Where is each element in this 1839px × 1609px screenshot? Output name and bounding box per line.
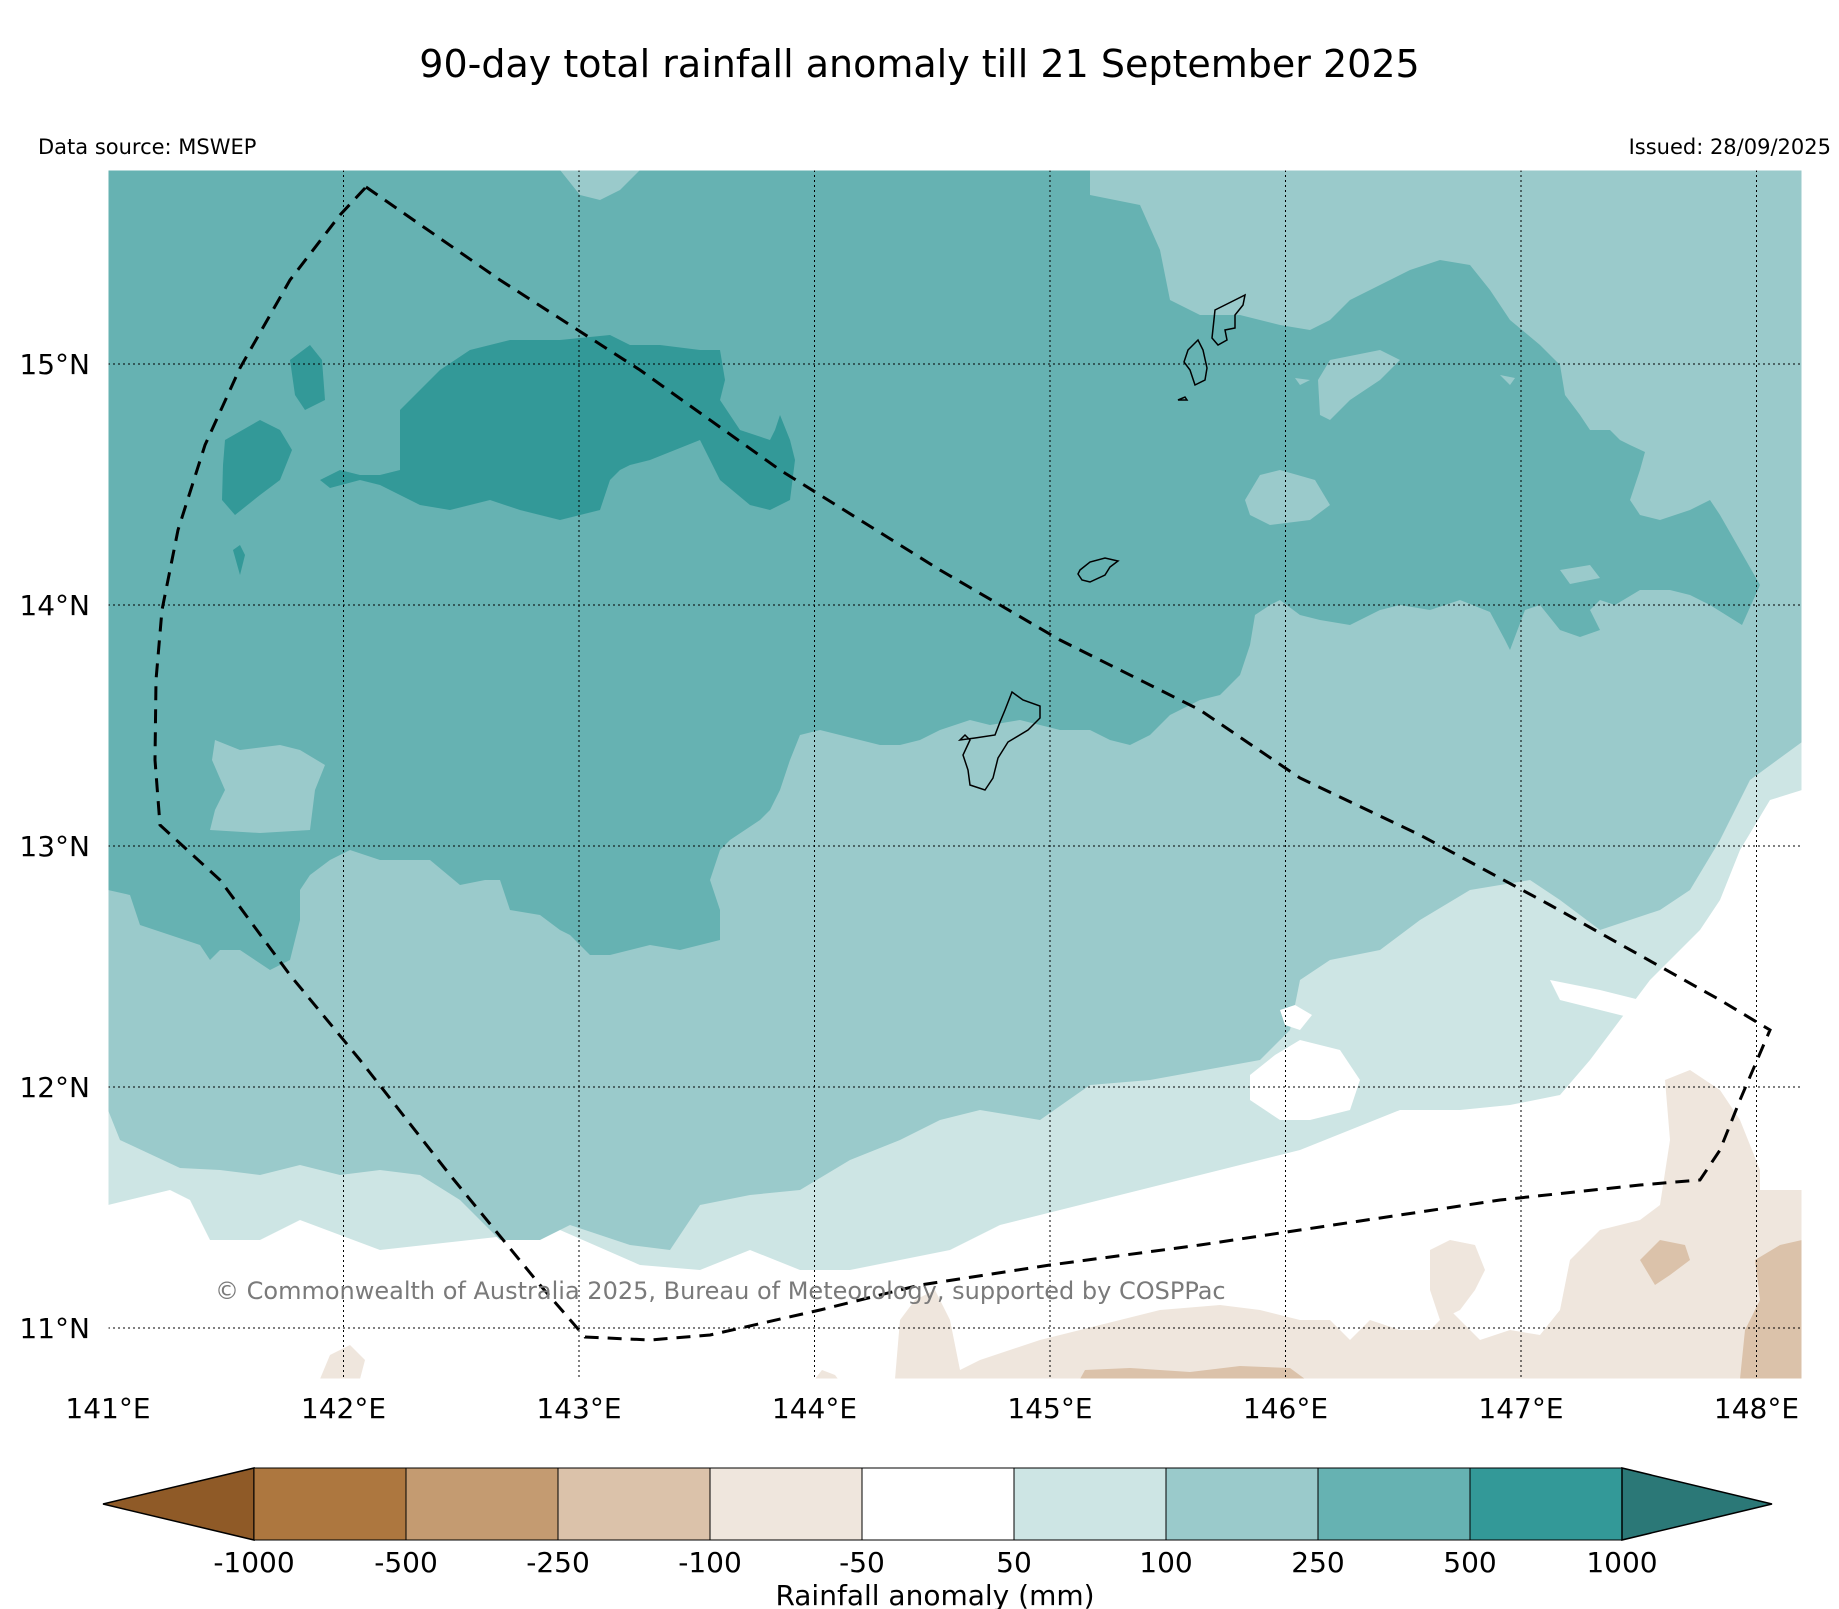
lon-tick-label: 141°E [65, 1392, 150, 1425]
lon-tick-label: 147°E [1478, 1392, 1563, 1425]
colorbar-swatch [1165, 1467, 1319, 1541]
colorbar-swatch [1013, 1467, 1167, 1541]
colorbar-tick: 500 [1443, 1546, 1496, 1579]
lon-tick-label: 144°E [772, 1392, 857, 1425]
lat-tick-label: 11°N [19, 1312, 90, 1345]
anomaly-region-500-1000 [233, 545, 245, 575]
anomaly-hole-100-250 [210, 740, 325, 833]
colorbar-tick: -500 [374, 1546, 438, 1579]
aguijan-island-outline [1177, 396, 1189, 401]
anomaly-hole [1550, 980, 1660, 1020]
latitude-tick-labels: 15°N 14°N 13°N 12°N 11°N [19, 348, 90, 1345]
anomaly-region-neg50-100 [895, 1070, 1802, 1379]
anomaly-hole [1280, 1005, 1312, 1030]
rainfall-map: © Commonwealth of Australia 2025, Bureau… [108, 170, 1802, 1379]
map-frame [107, 169, 1803, 1380]
lat-tick-label: 14°N [19, 589, 90, 622]
anomaly-hole [1250, 1040, 1360, 1120]
map-gridlines [108, 170, 1802, 1379]
colorbar-tick: 250 [1291, 1546, 1344, 1579]
anomaly-region-500-1000 [320, 335, 795, 520]
colorbar-swatch [557, 1467, 711, 1541]
anomaly-region-neg100-250 [1740, 1240, 1802, 1379]
longitude-tick-labels: 141°E 142°E 143°E 144°E 145°E 146°E 147°E 148°E [65, 1392, 1799, 1425]
lon-tick-label: 148°E [1714, 1392, 1799, 1425]
lat-tick-label: 12°N [19, 1071, 90, 1104]
anomaly-region-neg100-250 [1640, 1240, 1690, 1285]
colorbar-swatch [253, 1467, 407, 1541]
anomaly-hole-100-250 [1560, 565, 1600, 584]
colorbar-tick: -250 [526, 1546, 590, 1579]
colorbar-swatch [405, 1467, 559, 1541]
colorbar-swatch [1317, 1467, 1471, 1541]
colorbar-tick: 50 [996, 1546, 1032, 1579]
tinian-island-outline [1183, 338, 1208, 387]
anomaly-hole-100-250 [1500, 375, 1515, 385]
issued-date-label: Issued: 28/09/2025 [1628, 135, 1831, 159]
anomaly-region-neg50-100 [320, 1345, 365, 1379]
anomaly-region-500-1000 [222, 420, 292, 515]
colorbar-tick: -100 [678, 1546, 742, 1579]
colorbar-tick: 1000 [1586, 1546, 1657, 1579]
lat-tick-label: 15°N [19, 348, 90, 381]
colorbar-label: Rainfall anomaly (mm) [775, 1579, 1094, 1609]
lon-tick-label: 145°E [1007, 1392, 1092, 1425]
anomaly-region-neg50-100 [1430, 1240, 1485, 1320]
map-title: 90-day total rainfall anomaly till 21 Se… [419, 42, 1420, 86]
eez-boundary [153, 185, 1772, 1342]
data-source-label: Data source: MSWEP [38, 135, 257, 159]
anomaly-hole-100-250 [1318, 350, 1400, 420]
colorbar-extend-high [1621, 1467, 1773, 1541]
colorbar-swatch [861, 1467, 1015, 1541]
colorbar [102, 1467, 1773, 1541]
anomaly-hole-100-250 [1020, 880, 1060, 910]
anomaly-region-500-1000 [290, 345, 325, 410]
saipan-island-outline [1211, 293, 1247, 346]
colorbar-tick: -50 [839, 1546, 885, 1579]
anomaly-hole-100-250 [1295, 378, 1310, 385]
colorbar-tick: -1000 [213, 1546, 294, 1579]
anomaly-region-neg50-100 [815, 1370, 838, 1379]
anomaly-hole-100-250 [560, 170, 640, 200]
rota-island-outline [1077, 557, 1120, 583]
colorbar-extend-low [102, 1467, 255, 1541]
guam-island-outline [957, 690, 1041, 791]
lat-tick-label: 13°N [19, 830, 90, 863]
island-outlines [957, 293, 1247, 791]
anomaly-region-neg100-250 [1080, 1366, 1305, 1379]
colorbar-swatch [709, 1467, 863, 1541]
colorbar-swatch [1469, 1467, 1623, 1541]
lon-tick-label: 142°E [301, 1392, 386, 1425]
anomaly-hole-100-250 [1245, 470, 1330, 525]
colorbar-tick-labels: -1000 -500 -250 -100 -50 50 100 250 500 1000 [213, 1546, 1657, 1579]
copyright-text: © Commonwealth of Australia 2025, Bureau… [215, 1277, 1226, 1305]
colorbar-tick: 100 [1139, 1546, 1192, 1579]
lon-tick-label: 143°E [536, 1392, 621, 1425]
lon-tick-label: 146°E [1243, 1392, 1328, 1425]
